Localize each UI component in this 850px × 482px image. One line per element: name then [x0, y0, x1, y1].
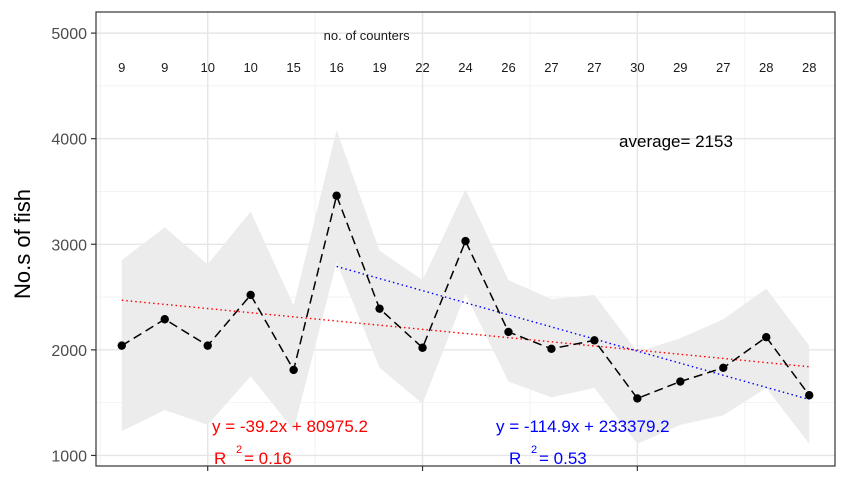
axis-layer: 1000 2000 3000 4000 5000	[51, 26, 638, 471]
y-axis-label: No.s of fish	[10, 189, 35, 299]
counter-label: 9	[118, 60, 125, 75]
data-point	[203, 341, 212, 350]
blue-trend-r-symbol: R	[509, 449, 521, 468]
data-point	[246, 290, 255, 300]
data-point	[332, 191, 341, 200]
blue-trend-r2-value: = 0.53	[539, 449, 587, 468]
blue-trend-equation: y = -114.9x + 233379.2	[496, 417, 670, 436]
red-trend-r-symbol: R	[214, 449, 226, 468]
counter-label: 16	[329, 60, 343, 75]
data-point	[289, 365, 298, 375]
data-point	[160, 315, 169, 324]
data-point	[633, 394, 642, 403]
counter-label: 26	[501, 60, 515, 75]
counters-title: no. of counters	[324, 28, 410, 43]
y-tick-label: 3000	[51, 237, 87, 254]
counter-label: 24	[458, 60, 472, 75]
trendline-layer	[121, 265, 810, 401]
counter-label: 19	[372, 60, 386, 75]
data-point	[418, 343, 427, 352]
counter-label: 10	[243, 60, 257, 75]
counter-labels: 9 9 10 10 15 16 19 22 24 26 27 27 30 29 27 28 28	[118, 60, 816, 75]
counter-label: 29	[673, 60, 687, 75]
counter-label: 9	[161, 60, 168, 75]
counter-label: 27	[716, 60, 730, 75]
counter-label: 10	[200, 60, 214, 75]
series-layer	[117, 191, 814, 403]
blue-trend-r-exponent: 2	[531, 444, 537, 456]
counter-label: 28	[802, 60, 816, 75]
counter-label: 27	[587, 60, 601, 75]
series-line	[121, 193, 810, 400]
data-point	[547, 344, 556, 354]
counter-label: 15	[286, 60, 300, 75]
data-point	[676, 377, 685, 386]
confidence-band-layer	[121, 130, 810, 444]
data-point	[590, 336, 599, 345]
data-point	[117, 341, 126, 350]
panel-border	[95, 11, 836, 467]
data-point	[762, 332, 771, 342]
red-trend-r-exponent: 2	[236, 444, 242, 456]
y-tick-label: 2000	[51, 343, 87, 360]
y-tick-label: 4000	[51, 132, 87, 149]
data-point	[461, 236, 470, 246]
data-point	[504, 327, 513, 337]
y-tick-label: 5000	[51, 26, 87, 43]
average-label: average= 2153	[619, 132, 733, 151]
counter-label: 30	[630, 60, 644, 75]
blue-trendline	[336, 265, 810, 401]
data-point	[375, 304, 384, 313]
counter-label: 22	[415, 60, 429, 75]
counter-label: 28	[759, 60, 773, 75]
data-point	[719, 363, 728, 373]
red-trend-equation: y = -39.2x + 80975.2	[212, 417, 368, 436]
red-trend-r2-value: = 0.16	[244, 449, 292, 468]
y-tick-label: 1000	[51, 448, 87, 465]
data-point	[805, 391, 814, 400]
counter-label: 27	[544, 60, 558, 75]
confidence-band	[121, 130, 810, 444]
